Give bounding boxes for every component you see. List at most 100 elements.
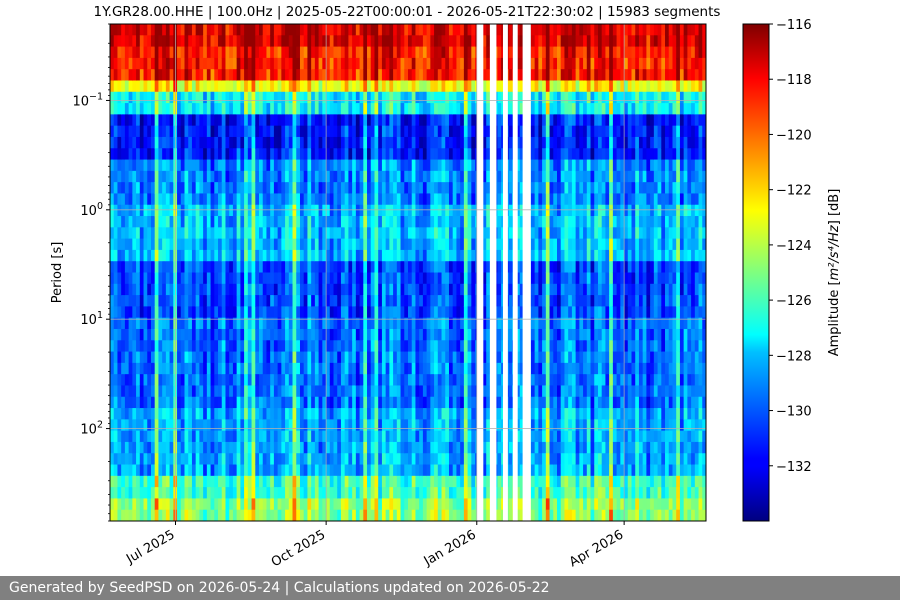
heatmap-cell <box>210 24 215 36</box>
heatmap-cell <box>206 114 212 127</box>
heatmap-cell <box>381 193 387 206</box>
heatmap-cell <box>363 328 368 341</box>
heatmap-cell <box>229 125 234 138</box>
heatmap-cell <box>422 216 428 228</box>
heatmap-cell <box>419 57 424 70</box>
heatmap-cell <box>270 182 275 195</box>
heatmap-cell <box>255 238 260 251</box>
heatmap-cell <box>408 170 413 183</box>
heatmap-cell <box>456 136 461 149</box>
heatmap-cell <box>463 464 469 477</box>
heatmap-cell <box>221 238 227 251</box>
heatmap-cell <box>232 182 238 195</box>
heatmap-cell <box>337 509 342 521</box>
heatmap-cell <box>452 35 458 48</box>
heatmap-cell <box>333 114 338 127</box>
heatmap-cell <box>158 261 163 274</box>
heatmap-cell <box>344 498 350 511</box>
heatmap-cell <box>124 498 130 511</box>
heatmap-cell <box>452 103 458 115</box>
heatmap-cell <box>486 306 491 319</box>
heatmap-cell <box>199 204 204 217</box>
heatmap-cell <box>430 148 435 161</box>
heatmap-cell <box>448 46 454 59</box>
heatmap-cell <box>177 46 182 59</box>
heatmap-cell <box>314 125 320 138</box>
heatmap-cell <box>117 216 122 228</box>
heatmap-cell <box>434 249 439 262</box>
heatmap-cell <box>221 204 227 217</box>
heatmap-cell <box>516 272 521 285</box>
heatmap-cell <box>281 182 286 195</box>
heatmap-cell <box>530 261 536 274</box>
heatmap-cell <box>385 328 390 341</box>
heatmap-cell <box>363 24 368 36</box>
heatmap-cell <box>367 80 372 93</box>
heatmap-cell <box>162 306 167 319</box>
heatmap-cell <box>400 317 405 330</box>
heatmap-cell <box>262 295 268 307</box>
heatmap-cell <box>139 136 145 149</box>
heatmap-cell <box>456 396 461 409</box>
heatmap-cell <box>154 306 160 319</box>
heatmap-cell <box>232 216 238 228</box>
heatmap-cell <box>318 453 323 466</box>
heatmap-cell <box>337 91 342 104</box>
heatmap-cell <box>396 57 402 70</box>
heatmap-cell <box>419 340 424 353</box>
heatmap-cell <box>434 487 439 500</box>
heatmap-cell <box>292 114 297 127</box>
heatmap-cell <box>463 57 469 70</box>
heatmap-cell <box>434 24 439 36</box>
heatmap-cell <box>266 125 271 138</box>
heatmap-cell <box>266 475 271 488</box>
heatmap-cell <box>262 125 268 138</box>
heatmap-cell <box>262 193 268 206</box>
heatmap-cell <box>337 103 342 115</box>
heatmap-cell <box>333 57 338 70</box>
heatmap-cell <box>184 475 189 488</box>
heatmap-cell <box>340 464 346 477</box>
heatmap-cell <box>199 69 204 82</box>
heatmap-cell <box>184 362 189 375</box>
heatmap-cell <box>516 80 521 93</box>
heatmap-cell <box>385 464 390 477</box>
heatmap-cell <box>232 283 238 296</box>
heatmap-cell <box>113 408 119 420</box>
heatmap-cell <box>236 509 241 521</box>
heatmap-cell <box>396 204 402 217</box>
heatmap-cell <box>374 24 379 36</box>
heatmap-cell <box>333 328 338 341</box>
heatmap-cell <box>348 441 353 454</box>
heatmap-cell <box>277 283 282 296</box>
heatmap-cell <box>393 272 398 285</box>
heatmap-cell <box>400 498 405 511</box>
heatmap-cell <box>128 114 133 127</box>
heatmap-cell <box>467 306 472 319</box>
heatmap-cell <box>497 148 502 161</box>
heatmap-cell <box>348 464 353 477</box>
heatmap-cell <box>277 419 282 432</box>
heatmap-cell <box>165 498 171 511</box>
heatmap-cell <box>516 24 521 36</box>
heatmap-cell <box>281 57 286 70</box>
heatmap-cell <box>285 351 290 364</box>
heatmap-cell <box>415 464 420 477</box>
heatmap-cell <box>441 35 446 48</box>
heatmap-cell <box>259 193 264 206</box>
heatmap-cell <box>448 374 454 387</box>
heatmap-cell <box>344 328 350 341</box>
heatmap-cell <box>229 193 234 206</box>
heatmap-cell <box>408 464 413 477</box>
heatmap-cell <box>139 182 145 195</box>
heatmap-cell <box>393 148 398 161</box>
heatmap-cell <box>367 249 372 262</box>
heatmap-cell <box>326 385 331 398</box>
heatmap-cell <box>359 24 364 36</box>
heatmap-cell <box>460 272 465 285</box>
heatmap-cell <box>404 216 409 228</box>
heatmap-cell <box>124 216 130 228</box>
heatmap-cell <box>218 351 223 364</box>
heatmap-cell <box>396 249 402 262</box>
heatmap-cell <box>240 317 245 330</box>
